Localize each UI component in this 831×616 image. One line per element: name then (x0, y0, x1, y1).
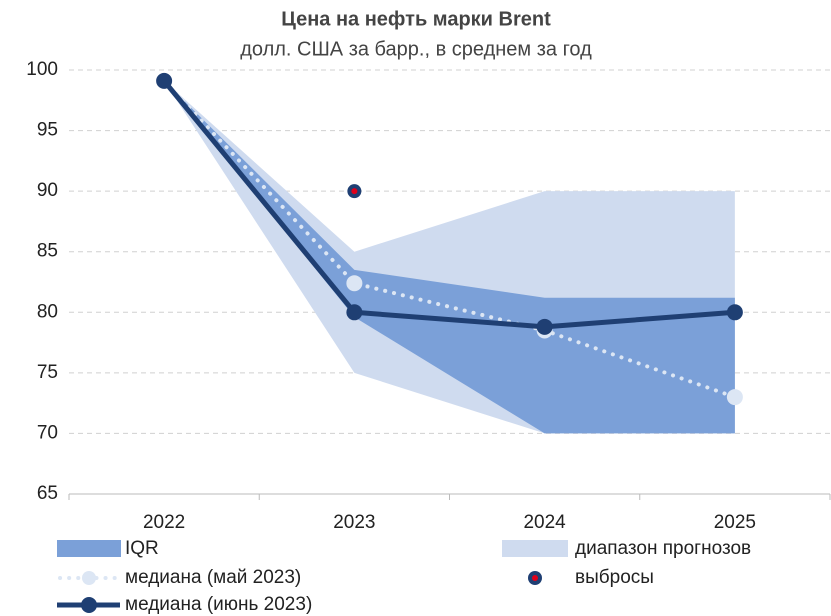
series-marker (156, 72, 173, 89)
legend-marker (82, 571, 96, 585)
series-line (162, 78, 737, 400)
y-tick-label: 80 (37, 301, 58, 322)
y-tick-label: 70 (37, 422, 58, 443)
y-tick-label: 90 (37, 180, 58, 201)
series-marker (726, 389, 743, 406)
x-tick-label: 2024 (523, 512, 566, 533)
legend-marker (81, 597, 97, 613)
legend-label: выбросы (575, 567, 654, 588)
legend-swatch (57, 540, 121, 557)
legend-label: медиана (май 2023) (125, 567, 301, 588)
series-marker (536, 318, 553, 335)
outlier-center (351, 188, 358, 195)
legend-swatch (502, 540, 568, 557)
y-tick-label: 100 (26, 59, 58, 80)
legend-label: IQR (125, 538, 159, 559)
y-tick-label: 75 (37, 362, 58, 383)
band-area (164, 80, 735, 434)
y-tick-label: 65 (37, 483, 58, 504)
chart-subtitle: долл. США за барр., в среднем за год (240, 38, 592, 60)
series-marker (346, 304, 363, 321)
series-marker (726, 304, 743, 321)
legend-label: диапазон прогнозов (575, 538, 751, 559)
series-line (161, 78, 738, 330)
series-marker (346, 275, 363, 292)
chart-title: Цена на нефть марки Brent (281, 8, 551, 30)
y-tick-label: 85 (37, 241, 58, 262)
y-tick-label: 95 (37, 120, 58, 141)
x-tick-label: 2023 (333, 512, 375, 533)
x-tick-label: 2025 (714, 512, 756, 533)
legend-label: медиана (июнь 2023) (125, 594, 312, 615)
x-tick-label: 2022 (143, 512, 185, 533)
legend-marker (532, 575, 538, 581)
